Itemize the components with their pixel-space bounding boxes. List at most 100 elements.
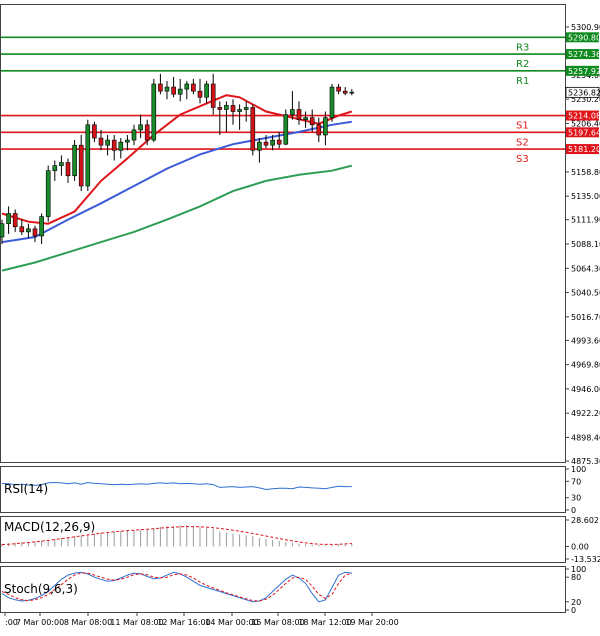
level-price-tag [566, 65, 599, 76]
candle-body [32, 228, 38, 237]
rsi-label: RSI(14) [4, 482, 48, 496]
level-name-s3: S3 [516, 154, 529, 165]
rsi-panel-frame [0, 466, 566, 513]
y-tick-label: 5064.30 [571, 264, 600, 273]
candle-body [250, 107, 256, 151]
stoch-label: Stoch(9,6,3) [4, 582, 78, 596]
x-tick-label: 18 Mar 12:00 [298, 618, 351, 627]
rsi-tick-label: 70 [571, 477, 581, 486]
candle-body [270, 139, 275, 146]
candle-body [204, 83, 209, 98]
candle-body [26, 228, 31, 233]
candle-body [85, 124, 91, 187]
x-tick-label: 14 Mar 00:00 [205, 618, 258, 627]
main-panel-frame [0, 4, 566, 463]
x-tick-label: 11 Mar 08:00 [110, 618, 163, 627]
candle-body [19, 226, 25, 233]
candle-body [65, 162, 71, 177]
candle-body [230, 105, 236, 112]
y-tick-label: 5230.20 [571, 95, 600, 104]
rsi-tick-label: 30 [571, 494, 581, 503]
y-tick-label: 4922.20 [571, 409, 600, 418]
x-tick-label: 15 Mar 08:00 [251, 618, 304, 627]
candle-body [138, 124, 143, 131]
candle-body [336, 86, 341, 92]
candle-body [263, 141, 269, 146]
candle-body [210, 83, 216, 108]
level-name-s1: S1 [516, 121, 529, 132]
level-price-text: 5257.92 [568, 67, 600, 76]
candle-body [290, 109, 295, 115]
candle-body [98, 137, 104, 146]
y-tick-label: 4875.30 [571, 457, 600, 466]
candle-body [329, 86, 335, 118]
candle-body [59, 162, 64, 166]
candle-body [52, 165, 58, 171]
level-price-text: 5290.80 [568, 33, 600, 42]
macd-tick-label: -13.532 [571, 555, 600, 564]
candle-body [12, 213, 18, 228]
candle-body [0, 223, 5, 238]
stoch-k-line [1, 571, 352, 603]
level-price-text: 5181.20 [568, 145, 600, 154]
x-tick-label: 7 Mar 00:00 [16, 618, 64, 627]
candle-body [323, 117, 328, 136]
candle-body [296, 109, 302, 120]
level-name-r3: R3 [516, 42, 529, 53]
y-tick-label: 4993.60 [571, 336, 600, 345]
candle-body [45, 170, 51, 217]
level-price-tag [566, 110, 599, 121]
level-price-tag [566, 32, 599, 43]
candle-body [105, 139, 110, 146]
y-tick-label: 5111.90 [571, 216, 600, 225]
candle-body [6, 213, 11, 225]
level-price-text: 5274.36 [568, 50, 600, 59]
rsi-tick-label: 0 [571, 506, 576, 515]
candle-body [164, 86, 170, 92]
macd-signal-line [1, 526, 352, 546]
rsi-tick-label: 100 [571, 465, 586, 474]
candle-body [171, 86, 176, 95]
candle-body [118, 141, 124, 151]
candle-body [72, 144, 77, 177]
y-tick-label: 4946.00 [571, 385, 600, 394]
x-tick-label: 8 Mar 08:00 [64, 618, 112, 627]
y-tick-label: 5040.50 [571, 289, 600, 298]
candle-body [276, 139, 282, 145]
stoch-d-line [1, 572, 352, 602]
candle-body [217, 107, 223, 110]
y-tick-label: 4969.80 [571, 361, 600, 370]
stoch-tick-label: 20 [571, 598, 581, 607]
x-tick-label: 12 Mar 16:00 [157, 618, 210, 627]
y-tick-label: 5135.00 [571, 192, 600, 201]
candle-body [177, 88, 183, 95]
level-price-text: 5197.64 [568, 128, 600, 137]
candle-body [197, 90, 203, 98]
y-tick-label: 5206.40 [571, 119, 600, 128]
level-price-tag [566, 144, 599, 155]
candle-body [309, 117, 315, 126]
level-name-r2: R2 [516, 59, 529, 70]
candle-body [224, 105, 229, 110]
moving-average-line [1, 164, 353, 272]
candle-body [283, 114, 289, 145]
candle-body [257, 141, 262, 151]
moving-average-line [1, 120, 352, 244]
level-name-s2: S2 [516, 137, 529, 148]
y-tick-label: 4898.40 [571, 433, 600, 442]
stoch-tick-label: 0 [571, 606, 576, 615]
candle-body [191, 83, 196, 92]
candle-body [243, 107, 249, 110]
current-price-tag [565, 86, 600, 98]
candle-body [131, 129, 137, 141]
y-tick-label: 5088.10 [571, 240, 600, 249]
candle-body [184, 83, 190, 90]
candle-body [303, 117, 308, 120]
candle-body [144, 124, 150, 141]
candle-body [151, 83, 157, 141]
y-tick-label: 5158.80 [571, 168, 600, 177]
candle-body [316, 124, 322, 136]
candle-body [39, 216, 44, 237]
